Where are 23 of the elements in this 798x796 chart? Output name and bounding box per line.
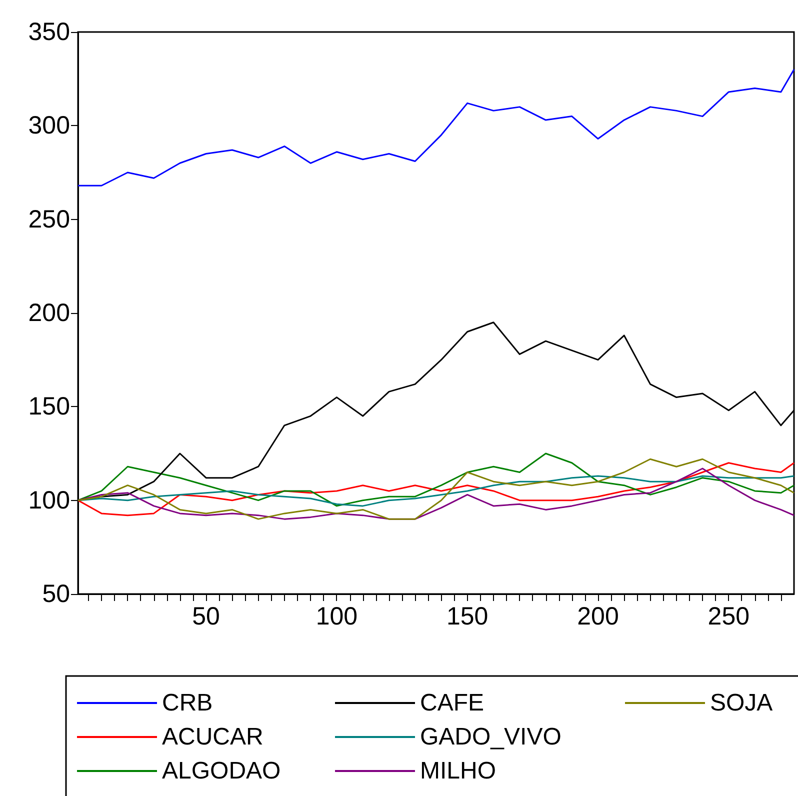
legend-label: CAFE bbox=[420, 690, 484, 716]
line-series bbox=[77, 452, 795, 507]
x-tick-label: 50 bbox=[192, 602, 220, 630]
x-tick-label: 250 bbox=[708, 602, 750, 630]
line-series bbox=[77, 475, 795, 507]
legend-label: GADO_VIVO bbox=[420, 724, 562, 750]
y-tick-label: 200 bbox=[28, 299, 70, 327]
legend-label: MILHO bbox=[420, 758, 496, 784]
y-tick-label: 100 bbox=[28, 486, 70, 514]
legend-label: ALGODAO bbox=[162, 758, 281, 784]
y-tick-label: 300 bbox=[28, 112, 70, 140]
x-tick-label: 200 bbox=[577, 602, 619, 630]
line-series bbox=[77, 468, 795, 520]
legend-label: SOJA bbox=[710, 690, 773, 716]
legend-label: CRB bbox=[162, 690, 213, 716]
y-tick-label: 250 bbox=[28, 205, 70, 234]
x-tick-label: 150 bbox=[446, 602, 488, 630]
y-tick-label: 350 bbox=[28, 18, 70, 46]
legend-label: ACUCAR bbox=[162, 724, 264, 750]
y-tick-label: 150 bbox=[28, 392, 70, 421]
x-tick-label: 100 bbox=[316, 602, 358, 630]
line-series bbox=[77, 68, 795, 186]
y-tick-label: 50 bbox=[42, 580, 70, 608]
